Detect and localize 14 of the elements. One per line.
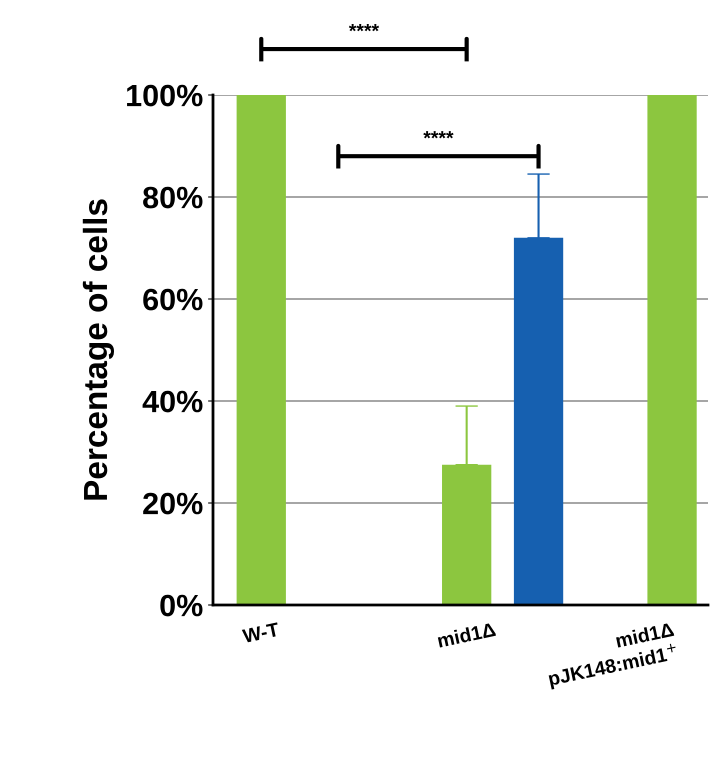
- y-tick-label: 60%: [143, 288, 202, 310]
- y-tick-label: 0%: [160, 594, 202, 616]
- x-tick-label: mid1Δ pJK148:mid1$^{+}$: [547, 622, 679, 690]
- y-tick-label: 100%: [127, 84, 202, 106]
- y-tick-label: 40%: [142, 390, 202, 412]
- annotation: ****: [423, 131, 454, 138]
- x-tick-label: W-T: [242, 622, 280, 643]
- bar: [236, 95, 286, 605]
- y-tick-label: 20%: [143, 492, 202, 514]
- bar: [647, 95, 697, 605]
- text: ****: [348, 24, 380, 32]
- y-axis-title: Percentage of cells: [82, 199, 114, 500]
- x-tick-label: mid1Δ: [437, 622, 496, 648]
- y-tick-label: 80%: [143, 186, 202, 208]
